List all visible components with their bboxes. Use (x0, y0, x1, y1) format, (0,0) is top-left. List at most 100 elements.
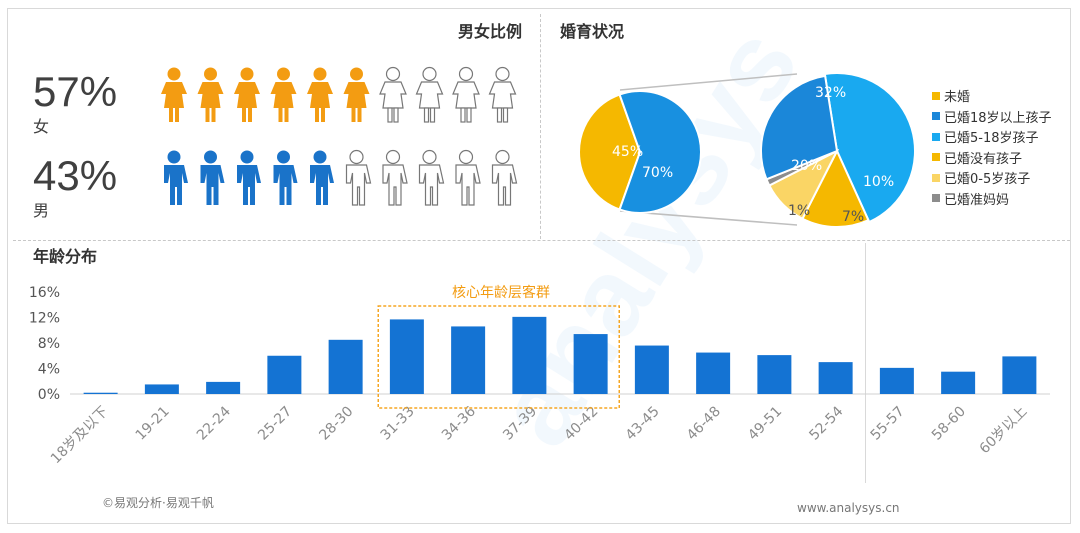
pie2-label-2: 10% (863, 174, 894, 190)
core-age-label: 核心年龄层客群 (452, 285, 550, 301)
male-icon-row (164, 149, 518, 206)
x-tick-label: 49-51 (745, 404, 785, 444)
section-divider-vertical (540, 14, 541, 239)
y-tick-label: 12% (29, 311, 60, 327)
x-tick-label: 22-24 (194, 403, 234, 443)
bar (879, 367, 914, 394)
male-person-icon-2 (237, 150, 261, 205)
legend-label: 未婚 (944, 90, 971, 105)
x-tick-label: 34-36 (439, 403, 479, 443)
x-tick-label: 19-21 (133, 404, 173, 444)
pie2-slice-1 (823, 72, 916, 224)
legend-label: 已婚0-5岁孩子 (944, 172, 1031, 187)
legend-item: 已婚18岁以上孩子 (932, 107, 1052, 126)
marital-pies: 45% 70% 32% 10% 7% 1% 20% (578, 72, 916, 228)
legend-item: 未婚 (932, 86, 970, 105)
bar (696, 352, 731, 394)
bar (451, 326, 486, 394)
x-tick-label: 37-39 (500, 404, 540, 444)
legend-swatch (932, 132, 940, 141)
legend-item: 已婚没有孩子 (932, 148, 1022, 167)
legend-label: 已婚18岁以上孩子 (944, 110, 1052, 126)
legend-label: 已婚准妈妈 (944, 192, 1010, 208)
female-percent: 57% (33, 68, 118, 115)
female-person-icon-6 (379, 66, 407, 123)
legend-label: 已婚5-18岁孩子 (944, 131, 1039, 146)
x-tick-label: 58-60 (929, 404, 969, 444)
male-person-icon-7 (418, 149, 445, 206)
y-tick-label: 16% (29, 285, 60, 301)
male-person-icon-8 (455, 149, 481, 206)
legend-swatch (932, 91, 940, 100)
male-person-icon-4 (310, 150, 334, 205)
x-tick-label: 52-54 (806, 403, 846, 443)
male-person-icon-3 (273, 150, 298, 205)
section-divider-horizontal (13, 240, 1070, 241)
female-label: 女 (33, 117, 50, 136)
pie2-slice-0 (760, 74, 839, 181)
bar (512, 316, 547, 394)
x-tick-label: 18岁及以下 (48, 404, 112, 468)
bar (573, 334, 608, 394)
female-person-icon-3 (270, 67, 297, 122)
y-tick-label: 4% (38, 362, 60, 378)
bar (634, 345, 669, 394)
legend-swatch (932, 153, 940, 161)
legend-swatch (932, 173, 940, 182)
x-tick-label: 55-57 (868, 404, 908, 444)
male-person-icon-0 (164, 150, 188, 205)
age-title: 年龄分布 (33, 247, 98, 266)
legend-swatch (932, 194, 940, 202)
male-person-icon-9 (491, 149, 518, 206)
bar (144, 384, 179, 394)
chart-frame (7, 8, 1071, 524)
legend-label: 已婚没有孩子 (944, 151, 1023, 167)
bar (328, 339, 363, 394)
pie2-label-1: 32% (815, 85, 846, 101)
pie1-label-0: 45% (612, 144, 643, 160)
bar (267, 355, 302, 394)
female-person-icon-9 (488, 66, 517, 123)
pie2-label-3: 7% (842, 209, 864, 225)
female-person-icon-7 (415, 66, 444, 123)
core-age-highlight-box (377, 305, 620, 409)
bar (206, 381, 241, 394)
legend-item: 已婚5-18岁孩子 (932, 127, 1039, 146)
male-person-icon-1 (200, 150, 225, 205)
bar (757, 355, 792, 394)
bar (941, 371, 976, 394)
x-tick-label: 43-45 (623, 404, 663, 444)
female-person-icon-8 (452, 66, 480, 123)
female-person-icon-0 (161, 67, 187, 122)
bar (389, 319, 424, 394)
pie1-label-1: 70% (642, 165, 673, 181)
female-person-icon-1 (197, 67, 224, 122)
x-tick-label: 46-48 (684, 404, 724, 444)
pie1-slice-1 (618, 90, 702, 214)
x-tick-label: 28-30 (316, 404, 356, 444)
male-percent: 43% (33, 152, 118, 199)
female-person-icon-2 (234, 67, 260, 122)
age-bar-chart: 0% 4% 8% 12% 16% 18岁及以下 19-21 22-24 25-27 28-30 31… (29, 285, 1050, 468)
footer-url: www.analysys.cn (797, 501, 900, 515)
pie2-label-0: 20% (791, 158, 822, 174)
pie2-label-4: 1% (788, 203, 810, 219)
legend-item: 已婚0-5岁孩子 (932, 168, 1030, 187)
legend-swatch (932, 112, 940, 120)
marital-title: 婚育状况 (560, 22, 625, 41)
female-person-icon-4 (307, 67, 333, 122)
axis-frame-line (865, 243, 866, 483)
bar (1002, 356, 1037, 394)
y-tick-label: 8% (38, 336, 60, 352)
female-person-icon-5 (343, 67, 370, 122)
legend-item: 已婚准妈妈 (932, 189, 1009, 208)
pie2-slice-2 (801, 148, 870, 228)
x-tick-label: 31-33 (378, 404, 418, 444)
footer-source: ©易观分析·易观千帆 (102, 496, 214, 510)
gender-title: 男女比例 (458, 22, 523, 41)
x-tick-label: 60岁以上 (977, 404, 1031, 458)
bar (818, 362, 853, 394)
bar (83, 392, 118, 394)
female-icon-row (161, 66, 517, 123)
x-tick-label: 25-27 (255, 404, 295, 444)
